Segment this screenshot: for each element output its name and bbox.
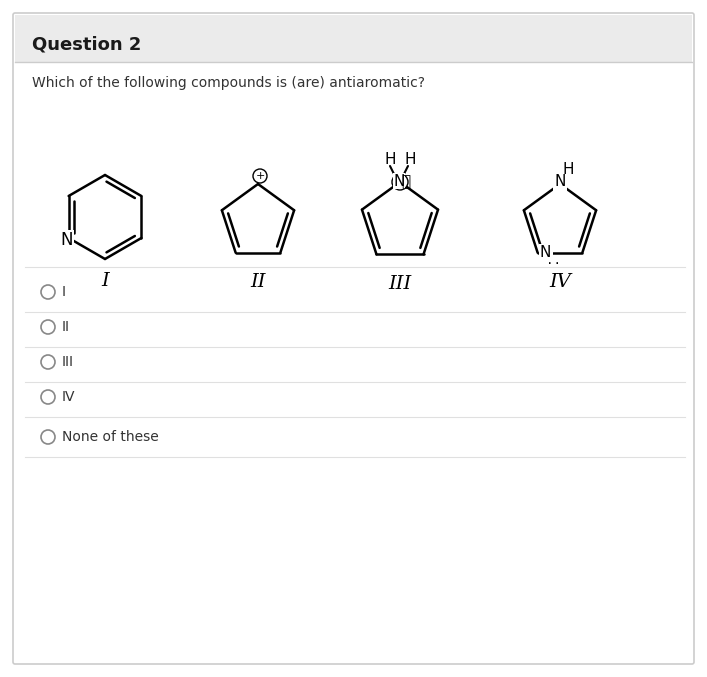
Text: H: H bbox=[384, 152, 396, 167]
Text: +: + bbox=[396, 177, 404, 187]
Text: II: II bbox=[62, 320, 70, 334]
Text: N: N bbox=[554, 175, 566, 190]
Text: IV: IV bbox=[62, 390, 76, 404]
FancyBboxPatch shape bbox=[15, 15, 692, 62]
Text: Question 2: Question 2 bbox=[32, 35, 141, 53]
Text: None of these: None of these bbox=[62, 430, 159, 444]
Text: +: + bbox=[255, 171, 264, 181]
Text: ..: .. bbox=[547, 255, 561, 267]
Text: H: H bbox=[404, 152, 416, 167]
Text: ⓣ: ⓣ bbox=[402, 175, 411, 190]
Text: II: II bbox=[250, 273, 266, 291]
Text: I: I bbox=[62, 285, 66, 299]
Text: III: III bbox=[388, 275, 411, 293]
Text: N: N bbox=[60, 231, 73, 249]
Text: I: I bbox=[101, 272, 109, 290]
Text: Which of the following compounds is (are) antiaromatic?: Which of the following compounds is (are… bbox=[32, 76, 425, 90]
Circle shape bbox=[392, 174, 408, 190]
Text: IV: IV bbox=[549, 273, 571, 291]
Text: N: N bbox=[393, 173, 404, 188]
Text: N: N bbox=[540, 245, 551, 260]
Text: H: H bbox=[562, 162, 574, 177]
Text: III: III bbox=[62, 355, 74, 369]
FancyBboxPatch shape bbox=[13, 13, 694, 664]
